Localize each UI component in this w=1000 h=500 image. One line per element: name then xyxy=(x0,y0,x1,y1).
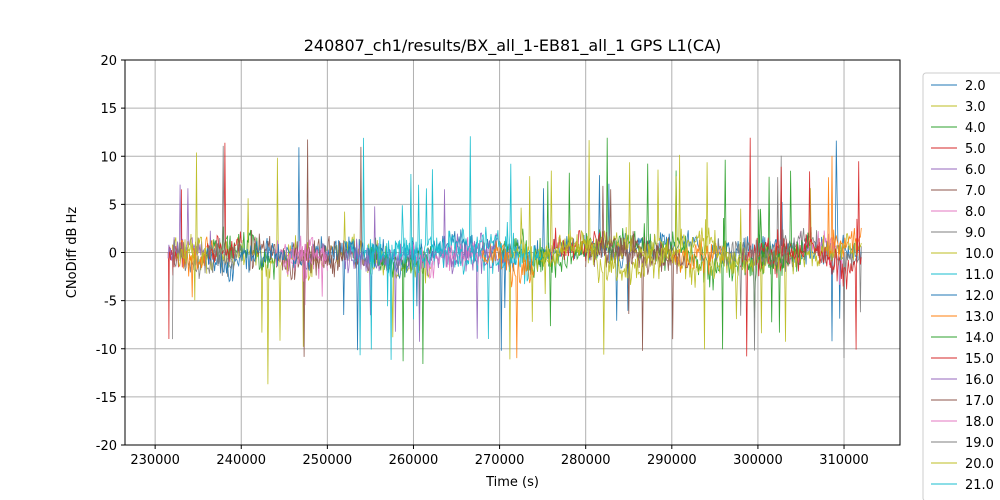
legend-label-12.0: 12.0 xyxy=(965,289,994,304)
x-tick-label: 280000 xyxy=(561,453,611,468)
series-line-19.0 xyxy=(714,237,793,351)
series-line-13.0 xyxy=(482,240,535,359)
series-14.0 xyxy=(370,170,810,365)
x-tick-label: 290000 xyxy=(647,453,697,468)
legend-label-2.0: 2.0 xyxy=(965,79,986,94)
legend-label-6.0: 6.0 xyxy=(965,163,986,178)
legend-label-20.0: 20.0 xyxy=(965,457,994,472)
series-line-8.0 xyxy=(792,226,845,285)
y-tick-label: -10 xyxy=(96,343,117,358)
series-line-21.0 xyxy=(370,136,518,360)
legend-label-16.0: 16.0 xyxy=(965,373,994,388)
y-tick-label: -5 xyxy=(104,295,117,310)
series-line-17.0 xyxy=(292,139,345,357)
legend-label-3.0: 3.0 xyxy=(965,100,986,115)
series-line-5.0 xyxy=(167,189,186,340)
series-line-13.0 xyxy=(826,155,862,260)
y-tick-label: 0 xyxy=(109,247,117,262)
legend-label-11.0: 11.0 xyxy=(965,268,994,283)
series-line-19.0 xyxy=(206,145,242,270)
series-19.0 xyxy=(206,145,793,351)
y-tick-label: 20 xyxy=(100,54,117,69)
y-tick-label: 5 xyxy=(109,198,117,213)
y-axis-label: CNoDiff dB Hz xyxy=(65,207,80,299)
legend-label-5.0: 5.0 xyxy=(965,142,986,157)
y-tick-label: 15 xyxy=(100,102,117,117)
x-tick-label: 300000 xyxy=(733,453,783,468)
series-line-20.0 xyxy=(176,233,208,301)
x-tick-label: 260000 xyxy=(389,453,439,468)
y-tick-label: 10 xyxy=(100,150,117,165)
legend-label-9.0: 9.0 xyxy=(965,226,986,241)
series-20.0 xyxy=(176,154,742,355)
series-line-13.0 xyxy=(671,234,724,275)
legend-label-13.0: 13.0 xyxy=(965,310,994,325)
series-line-4.0 xyxy=(499,137,802,350)
x-tick-label: 240000 xyxy=(216,453,266,468)
y-tick-label: -20 xyxy=(96,439,117,454)
series-layer xyxy=(167,136,862,385)
legend-label-7.0: 7.0 xyxy=(965,184,986,199)
legend-label-14.0: 14.0 xyxy=(965,331,994,346)
x-axis-label: Time (s) xyxy=(485,475,539,490)
series-line-20.0 xyxy=(542,154,742,355)
chart-title: 240807_ch1/results/BX_all_1-EB81_all_1 G… xyxy=(304,36,722,56)
series-21.0 xyxy=(370,136,518,360)
x-tick-label: 250000 xyxy=(303,453,353,468)
x-tick-label: 270000 xyxy=(475,453,525,468)
tick-layer: 230000 240000 250000 260000 270000 280000 2900… xyxy=(96,54,869,468)
legend-label-18.0: 18.0 xyxy=(965,415,994,430)
legend-label-4.0: 4.0 xyxy=(965,121,986,136)
y-tick-label: -15 xyxy=(96,391,117,406)
legend-label-10.0: 10.0 xyxy=(965,247,994,262)
legend: 2.0 3.0 4.0 5.0 6.0 7.0 8.0 9.0 10.0 11.0 12.0 13.0… xyxy=(922,72,1000,500)
legend-label-15.0: 15.0 xyxy=(965,352,994,367)
legend-label-19.0: 19.0 xyxy=(965,436,994,451)
x-tick-label: 310000 xyxy=(819,453,869,468)
x-tick-label: 230000 xyxy=(130,453,180,468)
legend-label-8.0: 8.0 xyxy=(965,205,986,220)
legend-label-17.0: 17.0 xyxy=(965,394,994,409)
series-line-15.0 xyxy=(757,161,862,350)
legend-label-21.0: 21.0 xyxy=(965,478,994,493)
legend-box xyxy=(922,72,1000,500)
series-line-18.0 xyxy=(283,241,328,282)
